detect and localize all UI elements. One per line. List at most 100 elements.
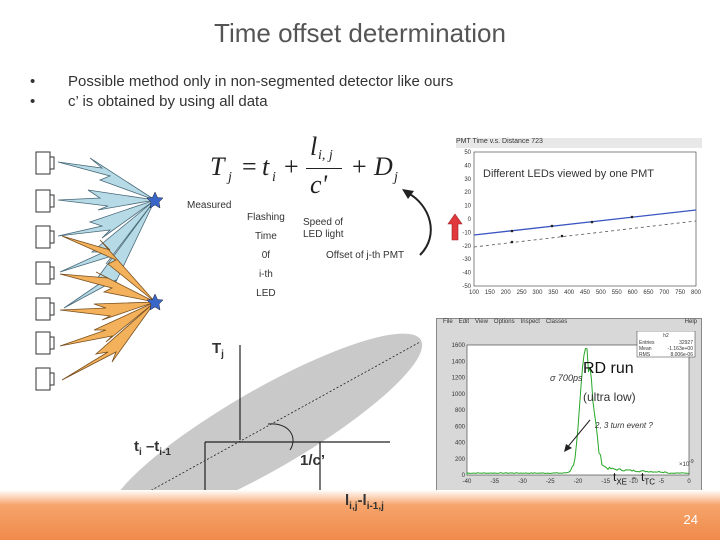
x-tick-label: 800	[691, 290, 702, 296]
formula-lhs: T	[210, 152, 225, 181]
y-tick-label: 1600	[452, 343, 466, 349]
x-tick-label: 100	[469, 290, 480, 296]
curved-arrow	[402, 189, 432, 256]
y-tick-label: 10	[464, 204, 471, 210]
t-diff-label: ti –ti-1	[134, 438, 171, 458]
y-tick-label: 600	[455, 424, 466, 430]
stats-value: -1.163e+00	[668, 346, 694, 352]
formula: T j = t i + l i, j c' + D j	[210, 132, 450, 202]
formula-plus-2: +	[352, 152, 367, 181]
footer-band	[0, 490, 720, 540]
x-tick-label: 350	[548, 290, 559, 296]
y-tick-label: 400	[455, 441, 466, 447]
stats-key: Mean	[639, 346, 652, 352]
x-tick-label: -15	[601, 479, 610, 485]
star-icon	[146, 293, 164, 311]
x-tick-label: 400	[564, 290, 575, 296]
y-tick-label: 1000	[452, 392, 466, 398]
x-tick-label: 150	[485, 290, 496, 296]
bullet-dot: •	[30, 93, 36, 110]
flashing-time-label: Flashing Time 0f i-th LED	[247, 208, 285, 303]
label-line: Flashing	[247, 212, 285, 223]
plot-time-vs-distance: PMT Time v.s. Distance 723 50 40 30 20 10 0 -1…	[452, 138, 702, 298]
menu-item[interactable]: File	[443, 319, 453, 325]
x-tick-label: 0	[687, 479, 691, 485]
sigma-annotation: σ 700ps	[550, 373, 583, 383]
offset-label: Offset of j-th PMT	[326, 250, 405, 261]
star-icon	[146, 191, 164, 209]
formula-numerator-sub: i, j	[318, 148, 333, 163]
y-tick-label: -10	[462, 230, 471, 236]
x-unit: ×10-9	[679, 459, 694, 468]
x-tick-label: 250	[517, 290, 528, 296]
y-tick-label: 50	[464, 150, 471, 156]
menu-item[interactable]: View	[475, 319, 488, 325]
stats-box	[636, 331, 696, 358]
correlation-ellipse	[107, 333, 423, 510]
slide-title: Time offset determination	[214, 18, 506, 48]
label-line: 0f	[261, 250, 271, 261]
x-tick-label: 450	[580, 290, 591, 296]
event-annotation: 2, 3 turn event ?	[595, 421, 653, 430]
event-arrow	[564, 419, 591, 452]
formula-t-sub: i	[272, 170, 276, 185]
speed-label: Speed of LED light	[303, 217, 344, 241]
x-tick-label: -20	[574, 479, 583, 485]
txe-ttc-label: tXE - tTC	[613, 470, 656, 487]
led-pmt-diagram	[35, 151, 164, 391]
y-tick-label: 0	[468, 217, 472, 223]
formula-plus-1: +	[284, 152, 299, 181]
x-tick-label: 300	[532, 290, 543, 296]
x-tick-label: 700	[659, 290, 670, 296]
bullet-dot: •	[30, 73, 36, 90]
histogram-canvas: 1600 1400 1200 1000 800 600 400 200 0 -40 -35 -30 -…	[452, 331, 696, 485]
bullet-text: c’ is obtained by using all data	[68, 93, 268, 110]
menu-item[interactable]: Inspect	[520, 319, 540, 325]
y-tick-label: 20	[464, 190, 471, 196]
l-diff-label: li,j-li-1,j	[345, 492, 384, 512]
rd-run-label: RD run	[583, 360, 634, 377]
plot-title: PMT Time v.s. Distance 723	[456, 138, 702, 148]
x-tick-label: -10	[629, 479, 638, 485]
label-line: i-th	[258, 269, 273, 280]
menu-items: File Edit View Options Inspect Classes	[437, 319, 567, 325]
x-tick-label: 550	[612, 290, 623, 296]
y-tick-label: 0	[462, 473, 466, 479]
menu-item[interactable]: Edit	[458, 319, 470, 325]
x-tick-label: 650	[643, 290, 654, 296]
up-arrow-icon	[447, 213, 463, 241]
x-tick-label: 750	[675, 290, 686, 296]
formula-D: D	[374, 152, 393, 181]
y-tick-label: 1400	[452, 359, 466, 365]
x-tick-label: 200	[501, 290, 512, 296]
y-tick-label: 1200	[452, 376, 466, 382]
correlation-diagram	[107, 333, 423, 510]
y-tick-label: 40	[464, 163, 471, 169]
formula-lhs-sub: j	[228, 170, 232, 185]
y-tick-label: -20	[462, 244, 471, 250]
ultra-low-label: (ultra low)	[583, 390, 636, 404]
formula-t: t	[262, 152, 270, 181]
y-tick-label: 200	[455, 457, 466, 463]
tj-label: Tj	[212, 340, 224, 360]
y-tick-label: 800	[455, 408, 466, 414]
stats-key: RMS	[639, 352, 651, 358]
bullet-item-1: • Possible method only in non-segmented d…	[30, 73, 453, 90]
stats-value: 8.006e-06	[670, 352, 693, 358]
menu-item[interactable]: Options	[493, 319, 515, 325]
y-tick-label: -40	[462, 271, 471, 277]
menu-item[interactable]: Classes	[545, 319, 568, 325]
menu-bar: File Edit View Options Inspect Classes Help	[437, 319, 701, 329]
lightning-blue	[57, 157, 156, 309]
formula-denominator: c'	[310, 170, 328, 199]
x-tick-label: -30	[518, 479, 527, 485]
x-tick-label: 600	[628, 290, 639, 296]
y-tick-label: -30	[462, 257, 471, 263]
pmt-boxes	[35, 151, 55, 391]
root-canvas-window: File Edit View Options Inspect Classes Help 1…	[436, 318, 702, 495]
x-tick-label: -5	[659, 479, 665, 485]
y-tick-label: -50	[462, 284, 471, 290]
menu-help[interactable]: Help	[684, 319, 697, 325]
stats-key: Entries	[639, 340, 655, 346]
